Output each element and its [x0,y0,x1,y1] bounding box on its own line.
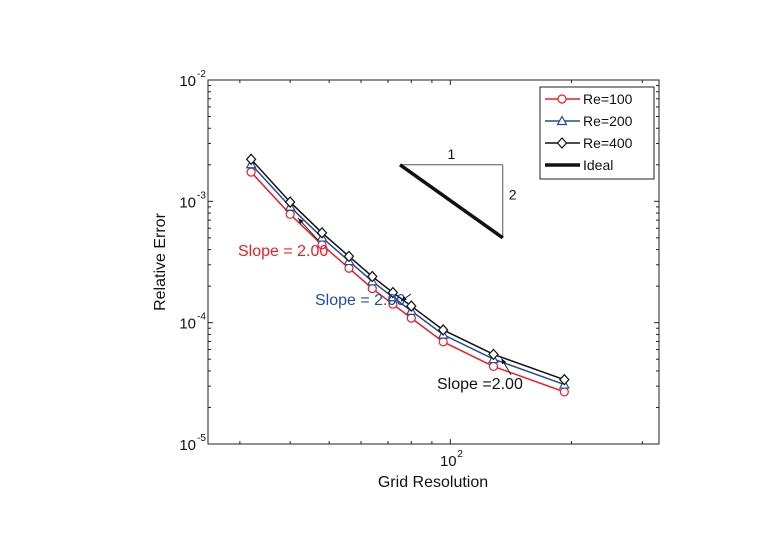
data-point-marker [284,196,296,208]
data-point-marker [245,153,257,166]
legend-marker-re400 [556,137,568,149]
slope-annotation-re100: Slope = 2.00 [238,243,328,260]
data-point-marker [246,167,256,177]
y-tick-label: 10 [179,194,196,211]
y-tick-label: 10 [179,437,196,454]
annotation-arrow-head [400,296,407,302]
tick-layer: 10 -210 -310 -410 -510 2 [179,69,659,470]
legend-marker-re100 [557,94,567,104]
ideal-layer: 12 [399,146,517,240]
slope-annotation-re200: Slope = 2.00 [315,292,405,309]
data-point-marker [438,337,448,347]
series-line-re200 [250,163,565,386]
legend-label-re200: Re=200 [583,113,633,129]
legend-label-re400: Re=400 [583,135,633,151]
y-tick-exponent: -4 [197,312,206,323]
y-tick-label: 10 [179,73,196,90]
y-axis-label: Relative Error [152,212,169,310]
ideal-run-label: 1 [447,146,455,162]
data-point-marker [406,300,417,312]
x-tick-label: 10 [440,453,457,470]
y-tick-exponent: -3 [197,190,206,201]
data-point-marker [343,250,355,263]
data-point-marker [559,373,570,386]
series-line-re400 [250,158,565,381]
series-layer [245,153,570,397]
x-axis-label: Grid Resolution [378,474,488,491]
data-point-marker [488,361,499,372]
legend-marker-re200 [556,115,568,126]
annotation-arrow-head [298,218,304,224]
y-tick-label: 10 [179,316,196,333]
data-point-marker [366,270,378,283]
y-tick-exponent: -5 [197,433,206,444]
data-point-marker [406,313,416,323]
ideal-rise-label: 2 [509,186,517,202]
data-point-marker [344,263,354,273]
data-point-marker [559,387,569,397]
annotation-arrows [297,217,512,376]
legend: Re=100 Re=200 Re=400 Ideal [539,86,655,180]
data-point-marker [316,226,328,239]
slope-annotation-re400: Slope =2.00 [437,376,523,393]
x-tick-exponent: 2 [457,449,463,460]
legend-label-re100: Re=100 [583,91,633,107]
annotation-arrow-head [501,358,507,365]
ideal-slope-line [399,163,504,240]
y-tick-exponent: -2 [197,69,206,80]
legend-label-ideal: Ideal [583,157,613,173]
series-line-re100 [250,171,565,393]
data-point-marker [285,209,295,219]
data-point-marker [488,348,499,361]
data-point-marker [437,324,449,336]
data-point-marker [387,286,399,299]
